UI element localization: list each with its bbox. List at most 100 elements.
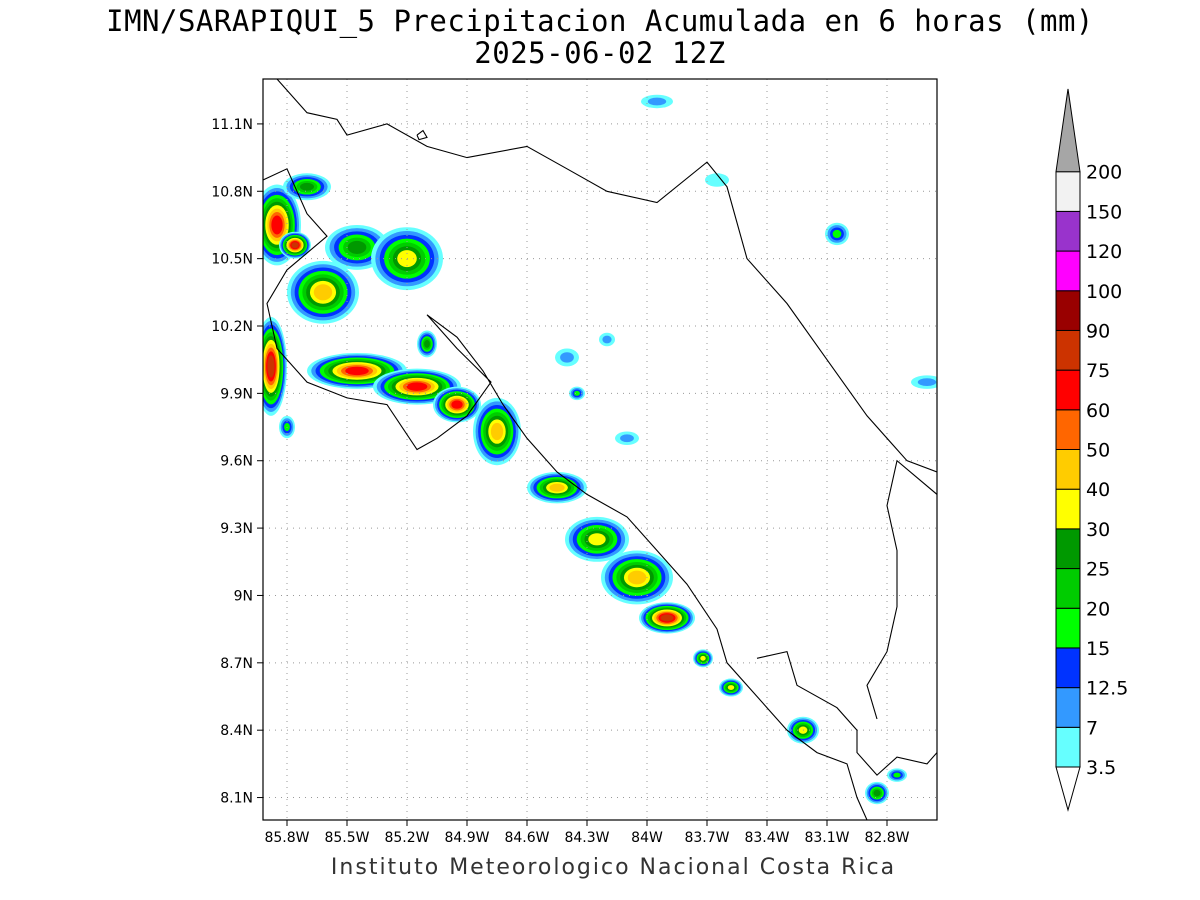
map-background [263,79,937,820]
precip-cell [283,173,331,201]
precip-cell [279,231,311,259]
precip-contour [490,422,504,441]
colorbar-label: 12.5 [1086,678,1128,700]
coastlines [263,79,937,820]
precip-cell [911,375,937,389]
lon-tick-label: 84.9W [444,830,489,846]
lon-tick-label: 84.3W [564,830,609,846]
colorbar-swatch [1055,250,1081,292]
colorbar-swatch [1055,607,1081,649]
precip-cell [599,332,615,347]
colorbar-swatch [1055,687,1081,728]
precip-contour [660,614,674,622]
precip-contour [727,685,735,690]
colorbar-label: 200 [1086,162,1122,184]
map-frame [262,78,938,821]
colorbar-max-arrow [1055,88,1081,173]
precip-cell [705,173,729,187]
colorbar-label: 90 [1086,320,1110,342]
precip-cell [555,348,579,367]
colorbar-swatch [1055,726,1081,768]
lat-tick-label: 9.3N [220,521,253,537]
precip-contour [345,366,369,376]
lon-tick-label: 83.7W [684,830,729,846]
gridlines [263,79,937,820]
precip-contour [549,483,565,492]
precip-contour [291,242,299,249]
precip-cell [569,386,585,401]
precip-cell [887,768,907,782]
lon-tick-label: 85.2W [384,830,429,846]
precip-contour [647,97,667,106]
colorbar-label: 20 [1086,598,1110,620]
colorbar-swatch [1055,568,1081,609]
colorbar-swatch [1055,528,1081,570]
colorbar-label: 40 [1086,479,1110,501]
lon-tick-label: 84W [631,830,663,846]
precip-cell [601,550,673,605]
colorbar-label: 50 [1086,440,1110,462]
colorbar: 3.5 7 12.5 15 20 25 30 40 50 60 75 90 100 120 150 200 [1055,88,1128,812]
lon-tick-label: 85.8W [264,830,309,846]
precip-contour [451,400,463,409]
precip-contour [406,382,428,391]
lat-tick-label: 10.5N [211,252,253,268]
lon-tick-label: 84.6W [504,830,549,846]
precip-contour [700,655,706,661]
colorbar-min-arrow [1055,766,1081,812]
colorbar-swatch [1055,329,1081,371]
colorbar-label: 60 [1086,400,1110,422]
map-title: IMN/SARAPIQUI_5 Precipitacion Acumulada … [106,4,1094,38]
colorbar-label: 15 [1086,638,1110,660]
precip-contour [602,335,612,344]
precip-contour [267,355,275,378]
colorbar-label: 75 [1086,360,1110,382]
precip-contour [560,352,574,363]
precip-contour [574,390,580,396]
lat-tick-label: 9N [234,588,253,604]
coastline [276,79,937,473]
lat-tick-label: 10.2N [211,319,253,335]
colorbar-swatch [1055,210,1081,252]
precip-cell [263,317,287,416]
precip-cell [693,649,713,668]
precip-contour [627,570,647,585]
precip-cell [639,602,695,634]
lat-tick-label: 8.4N [220,723,253,739]
lat-tick-label: 9.9N [220,386,253,402]
precip-contour [832,229,842,239]
precip-contour [917,378,937,387]
colorbar-label: 100 [1086,281,1122,303]
lon-tick-label: 82.8W [864,830,909,846]
precip-contour [300,182,314,191]
lat-tick-label: 8.7N [220,656,253,672]
precip-cell [473,397,521,466]
axis-ticks: 8.1N 8.4N 8.7N 9N 9.3N 9.6N 9.9N 10.2N 10.5N 10.8… [211,117,909,846]
precip-contour [620,434,634,443]
colorbar-swatch [1055,171,1081,212]
colorbar-label: 25 [1086,559,1110,581]
lon-tick-label: 83.4W [744,830,789,846]
colorbar-swatch [1055,369,1081,411]
precip-cell [865,781,889,805]
precip-cell [825,222,849,246]
precip-cell [287,260,359,324]
colorbar-label: 30 [1086,519,1110,541]
precip-cell [641,94,673,109]
map-subtitle: 2025-06-02 12Z [474,36,726,70]
precip-cell [417,330,437,358]
precip-contour [347,240,367,254]
colorbar-label: 3.5 [1086,757,1116,779]
precip-cell [307,352,407,389]
colorbar-label: 150 [1086,201,1122,223]
precip-cell [719,678,743,697]
lon-tick-label: 83.1W [804,830,849,846]
precip-cell [433,386,481,423]
lat-tick-label: 9.6N [220,454,253,470]
precip-contour [873,789,881,797]
precip-contour [588,533,606,546]
colorbar-swatch [1055,290,1081,331]
colorbar-swatch [1055,647,1081,689]
colorbar-label: 7 [1086,717,1098,739]
island-outline [416,129,428,141]
